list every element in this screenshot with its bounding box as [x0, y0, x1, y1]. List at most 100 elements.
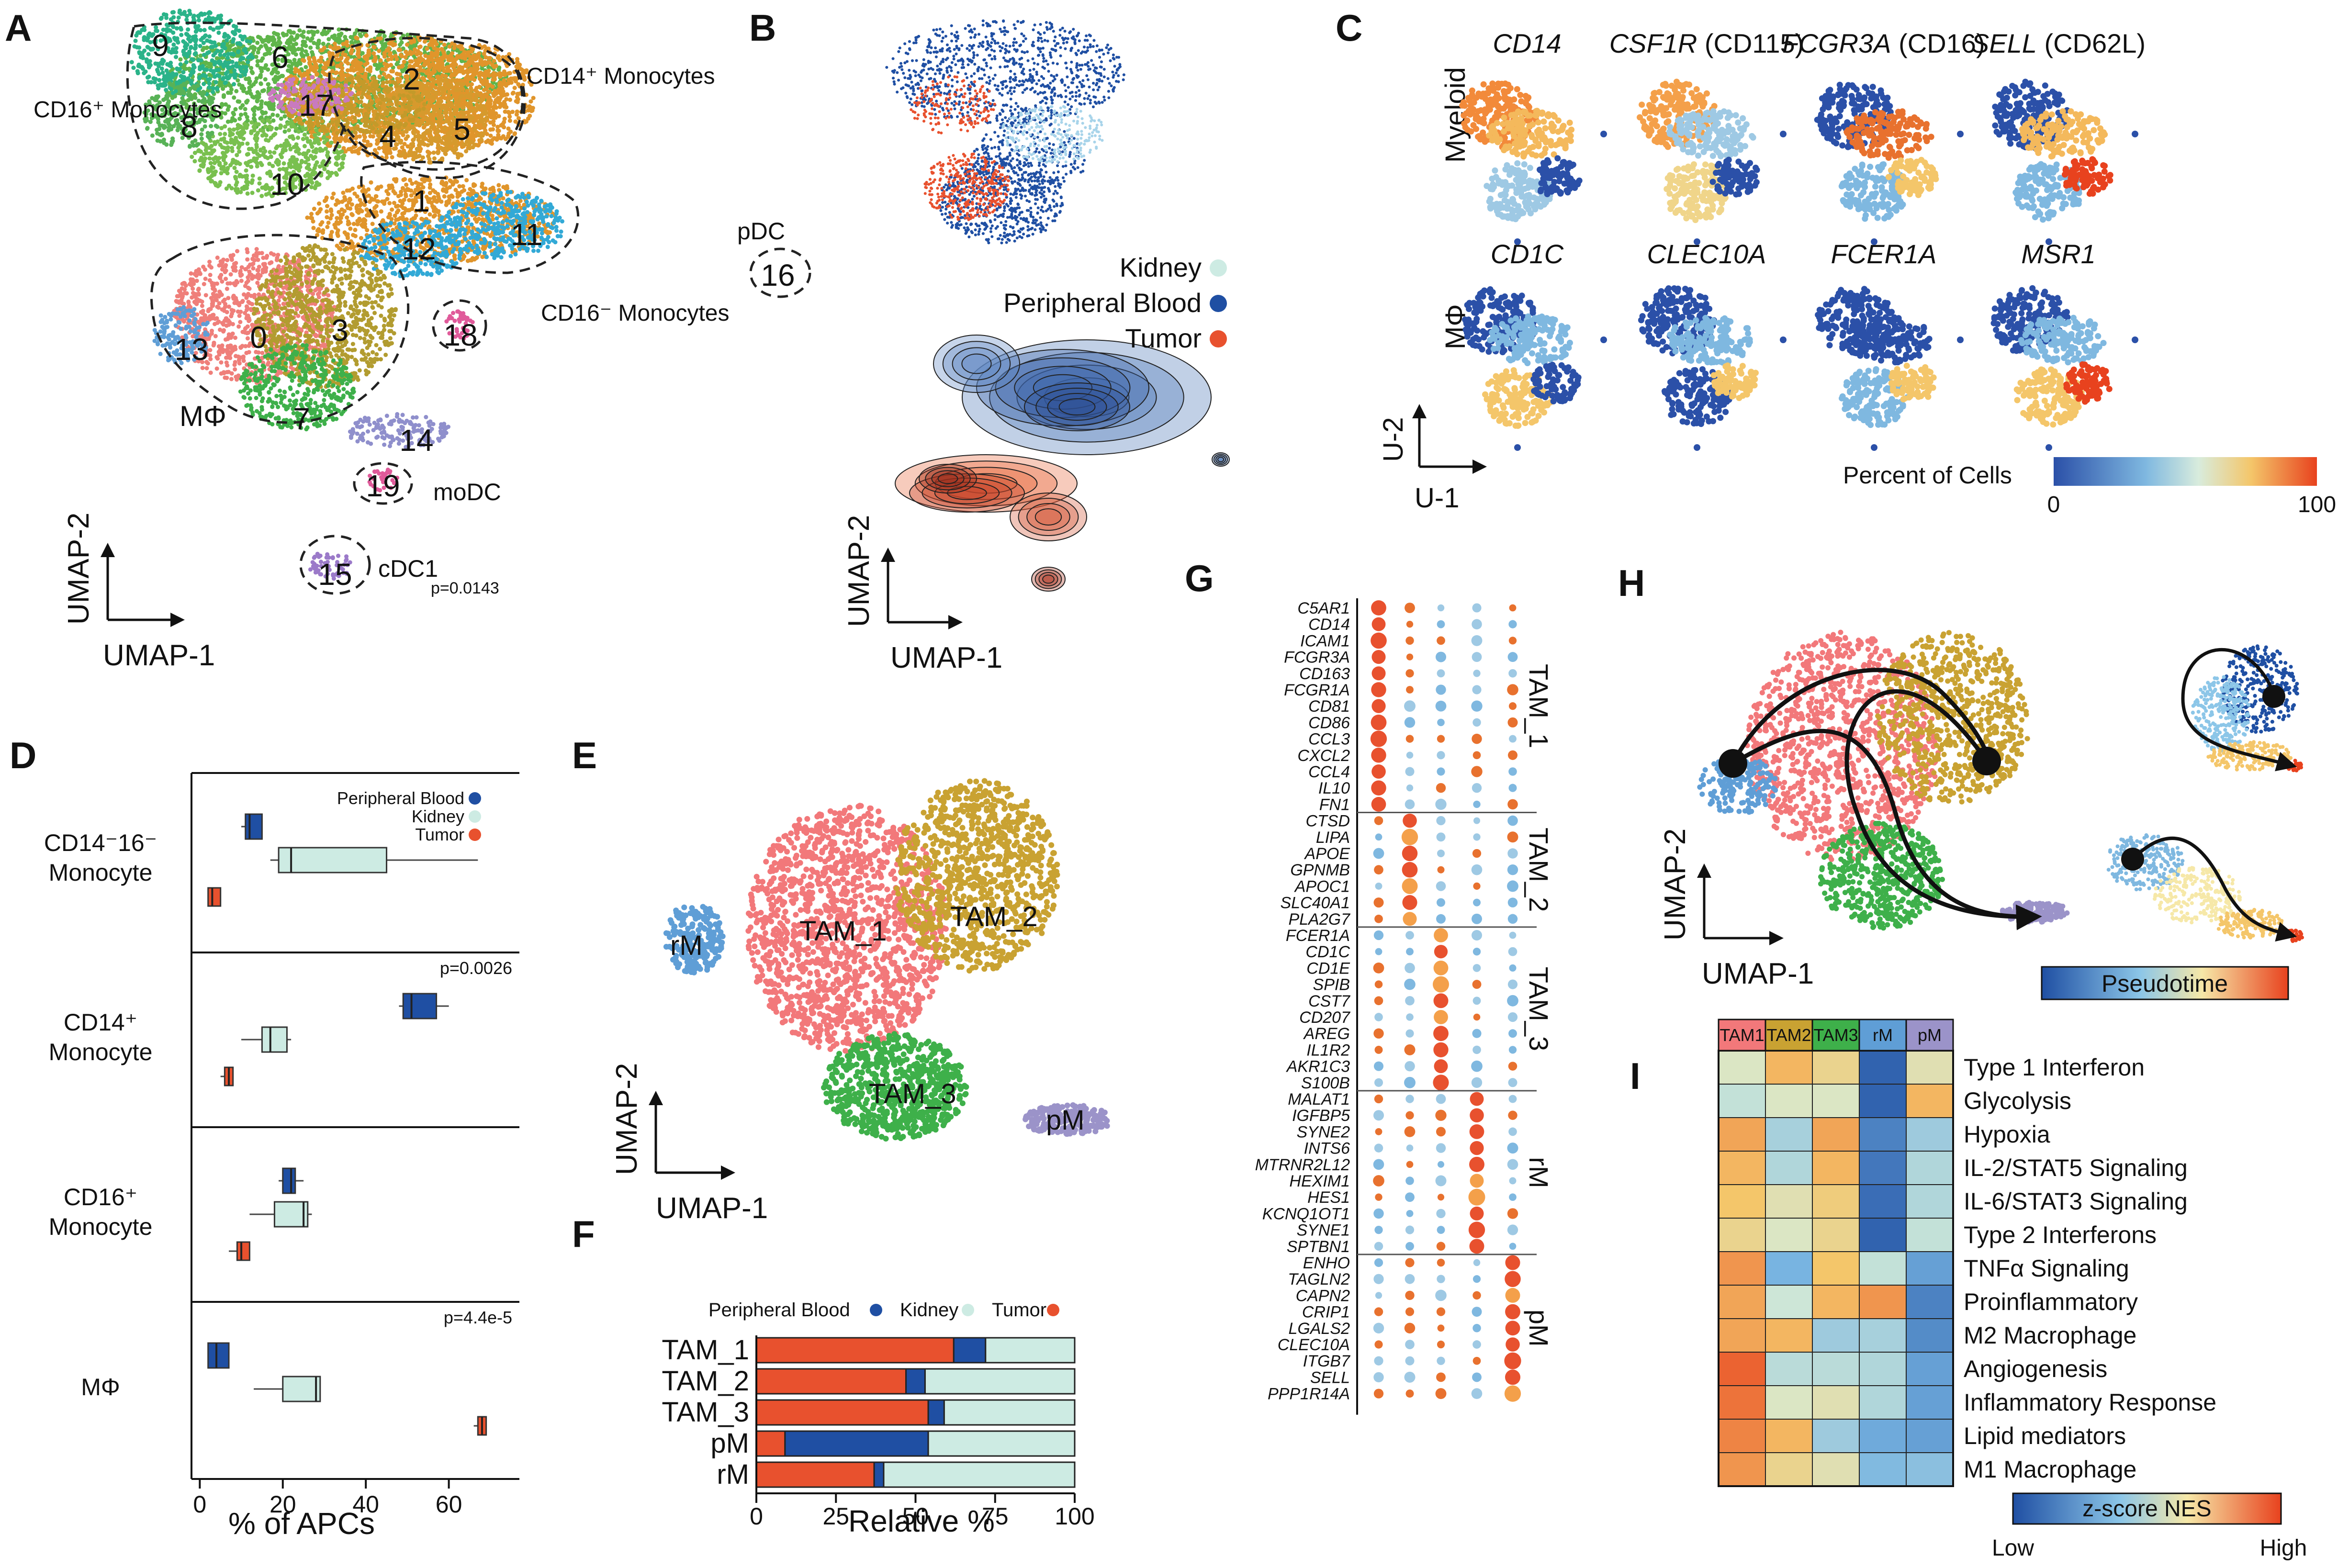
panel-f-tick-label: 0 [750, 1503, 763, 1530]
panel-b-legend-tumor-dot [1210, 330, 1227, 347]
panel-f-bar-segment [924, 1368, 1076, 1395]
panel-a-cluster-8 [142, 80, 220, 149]
panel-g-gene-label: FN1 [1319, 795, 1350, 814]
panel-f-legend-blood-dot [870, 1304, 882, 1316]
panel-g-dot [1472, 1291, 1481, 1300]
panel-b-legend-tumor: Tumor [1125, 323, 1202, 353]
panel-b-density-ring [937, 473, 958, 484]
panel-g-dot [1434, 1059, 1448, 1074]
panel-c-gene-title: FCER1A [1831, 239, 1937, 269]
panel-h-ylabel: UMAP-2 [1659, 829, 1692, 941]
panel-d-box [236, 1241, 250, 1261]
panel-f-bar-segment [883, 1461, 1076, 1488]
panel-a-cluster-label: 18 [443, 318, 477, 352]
panel-g-dot [1470, 1206, 1484, 1221]
panel-g-dot [1472, 652, 1482, 662]
panel-g-dot [1402, 845, 1418, 862]
panel-g-dot [1505, 1271, 1521, 1287]
panel-c-gene-italic: MSR1 [2021, 239, 2096, 269]
panel-g-gene-label: IGFBP5 [1292, 1107, 1350, 1125]
panel-a-group-modc: moDC [433, 479, 501, 505]
panel-f-category-label: TAM_1 [662, 1334, 749, 1366]
panel-g-dot [1472, 1356, 1481, 1365]
panel-g-dot [1405, 1307, 1415, 1316]
panel-g-dot [1405, 636, 1414, 645]
panel-g-dot [1472, 783, 1482, 793]
panel-c-map-cells [1666, 108, 1756, 159]
panel-g-dot [1406, 1161, 1414, 1168]
panel-d-xlabel: % of APCs [228, 1506, 375, 1541]
panel-g-dot [1469, 1239, 1484, 1254]
panel-g-dot [1437, 1356, 1445, 1365]
panel-g-dot [1433, 1026, 1449, 1042]
panel-g-gene-label: TAGLN2 [1288, 1270, 1350, 1288]
panel-i-row-label: Angiogenesis [1964, 1355, 2107, 1382]
panel-b-ylabel: UMAP-2 [843, 515, 876, 627]
panel-g-dot [1374, 1340, 1383, 1349]
panel-g-dot [1437, 767, 1445, 776]
panel-a-group-cd14-pos: CD14⁺ Monocytes [527, 64, 715, 89]
panel-a-cluster-label: 19 [366, 469, 400, 503]
panel-b-density-ring [976, 349, 1149, 426]
panel-h-inset1-traj [2181, 648, 2297, 772]
panel-b-density-ring [919, 464, 977, 493]
panel-i-cell [1765, 1050, 1813, 1085]
panel-g-dot [1472, 980, 1482, 989]
panel-a-cluster-label: 13 [174, 332, 208, 367]
panel-d-box [207, 1342, 230, 1369]
panel-i-cell [1812, 1050, 1860, 1085]
panel-g-gene-label: SYNE1 [1297, 1221, 1350, 1240]
panel-g-gene-label: S100B [1301, 1074, 1350, 1092]
panel-i-colorbar-low: Low [1992, 1535, 2034, 1561]
panel-h-trajectory: UMAP-1 UMAP-2 Pseudotime [1659, 629, 2304, 1000]
panel-i-row-label: Inflammatory Response [1964, 1389, 2216, 1416]
panel-e-tam3-cells [821, 1031, 969, 1142]
panel-h-xlabel: UMAP-1 [1702, 957, 1814, 990]
panel-g-dot [1405, 931, 1414, 940]
panel-g-dot [1434, 928, 1448, 942]
panel-i-cell [1859, 1251, 1907, 1286]
panel-g-dot [1507, 848, 1518, 859]
panel-b-legend-kidney: Kidney [1120, 252, 1202, 282]
panel-h-inset1-mid [2191, 675, 2251, 753]
panel-c-gene-titles-row1: CD14 CSF1R (CD115)FCGR3A (CD16)SELL (CD62… [1493, 28, 2146, 58]
panel-g-dot [1436, 684, 1446, 695]
panel-i-cell [1859, 1419, 1907, 1453]
panel-i-row-label: IL-6/STAT3 Signaling [1964, 1188, 2188, 1215]
panel-a-outlines [126, 22, 811, 595]
panel-g-gene-label: CAPN2 [1296, 1287, 1350, 1305]
panel-i-cell [1906, 1117, 1954, 1152]
panel-f-bar-segment [755, 1368, 907, 1395]
panel-i-col-header-box [1905, 1019, 1954, 1052]
panel-a-cluster-15 [152, 305, 210, 365]
panel-g-dot [1473, 817, 1481, 824]
panel-b-axes [881, 548, 963, 629]
panel-h-colorbar-title: Pseudotime [2102, 970, 2228, 997]
panel-g-dot [1472, 1307, 1482, 1317]
panel-c-map-cells [1845, 314, 1933, 366]
panel-g-dot [1472, 948, 1481, 956]
panel-b-density-ring [1212, 452, 1230, 467]
panel-i-cell [1765, 1117, 1813, 1152]
panel-c-map-cells [1484, 160, 1553, 223]
panel-a-group-pdc: pDC [737, 218, 785, 245]
panel-b-density-ring [1058, 398, 1096, 415]
panel-g-gene-label: APOC1 [1294, 877, 1350, 896]
panel-g-dot [1373, 1175, 1384, 1187]
panel-g-dot [1371, 699, 1386, 713]
panel-g-dot [1505, 1304, 1520, 1320]
panel-c-map-cells [2019, 108, 2108, 160]
panel-b-density-ring [1034, 508, 1062, 526]
panel-g-dot [1405, 1029, 1414, 1038]
panel-g-dot [1404, 1322, 1416, 1334]
panel-g-dot [1508, 637, 1517, 645]
panel-g-dot [1509, 1177, 1517, 1185]
panel-g-dot [1435, 651, 1447, 662]
panel-g-dot [1374, 816, 1383, 825]
panel-g-dot [1375, 1292, 1382, 1299]
panel-g-dot [1373, 848, 1384, 859]
panel-g-dot [1404, 1371, 1416, 1383]
panel-g-gene-label: IL1R2 [1306, 1041, 1350, 1059]
